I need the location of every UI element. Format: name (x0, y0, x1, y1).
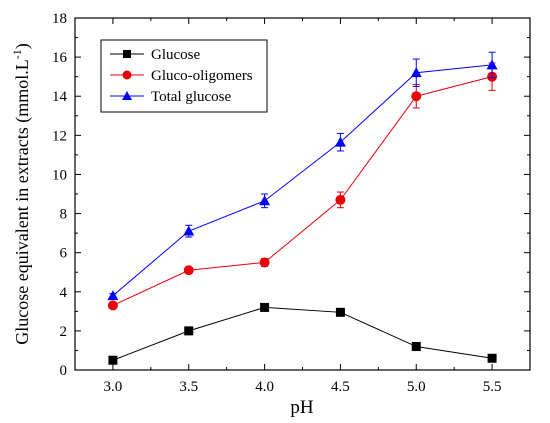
legend-marker (122, 70, 132, 80)
y-axis-label-main: Glucose equivalent in extracts (mmol.L (12, 59, 33, 344)
legend-marker (122, 91, 132, 100)
data-point (184, 326, 194, 336)
y-tick-label: 16 (52, 50, 68, 66)
data-point (410, 67, 422, 78)
y-tick-label: 12 (52, 128, 67, 144)
data-point (486, 59, 498, 70)
x-tick-label: 5.5 (483, 379, 502, 395)
data-point (334, 136, 346, 147)
series-line (112, 306, 493, 361)
data-point (183, 225, 195, 236)
data-point (183, 265, 194, 276)
y-axis-label-superscript: -1 (10, 49, 24, 59)
x-tick-label: 5.0 (407, 379, 426, 395)
y-tick-label: 6 (60, 246, 68, 262)
y-tick-label: 18 (52, 11, 67, 27)
legend-items: Glucose Gluco-oligomers Total glucose (110, 47, 253, 105)
data-point (260, 302, 270, 312)
x-tick-label: 4.5 (331, 379, 350, 395)
legend-item: Gluco-oligomers (110, 68, 253, 84)
data-point (107, 290, 119, 301)
x-tick-label: 4.0 (255, 379, 274, 395)
legend-label: Total glucose (151, 89, 232, 105)
series-line (112, 76, 493, 306)
y-tick-label: 4 (60, 285, 68, 301)
legend-label: Gluco-oligomers (151, 68, 253, 84)
data-point (411, 342, 421, 352)
series-line (112, 64, 493, 297)
x-tick-label: 3.0 (104, 379, 123, 395)
y-axis-label-close: ) (12, 43, 33, 49)
y-tick-label: 2 (60, 324, 68, 340)
legend: Glucose Gluco-oligomers Total glucose (100, 39, 268, 113)
x-axis-label: pH (290, 397, 314, 418)
y-tick-label: 8 (60, 207, 68, 223)
data-point (335, 194, 346, 205)
legend-label: Glucose (151, 47, 200, 63)
y-tick-label: 14 (52, 89, 68, 105)
data-point (487, 353, 497, 363)
y-axis-label: Glucose equivalent in extracts (mmol.L-1… (10, 43, 33, 344)
data-point (107, 300, 118, 311)
y-tick-label: 0 (60, 363, 68, 379)
legend-marker (123, 50, 131, 58)
series-glucose (108, 302, 497, 365)
series-total-glucose (107, 51, 498, 301)
legend-item: Glucose (110, 47, 200, 63)
y-axis-ticks: 0 2 4 6 8 10 12 14 16 18 (52, 11, 530, 379)
legend-item: Total glucose (110, 89, 232, 105)
x-axis-ticks: 3.0 3.5 4.0 4.5 5.0 5.5 (104, 18, 502, 395)
data-point (411, 91, 422, 102)
x-tick-label: 3.5 (179, 379, 198, 395)
data-point (335, 307, 345, 317)
data-point (108, 355, 118, 365)
series-layer (107, 51, 498, 365)
data-point (259, 195, 271, 206)
y-tick-label: 10 (52, 167, 67, 183)
data-point (259, 257, 270, 268)
